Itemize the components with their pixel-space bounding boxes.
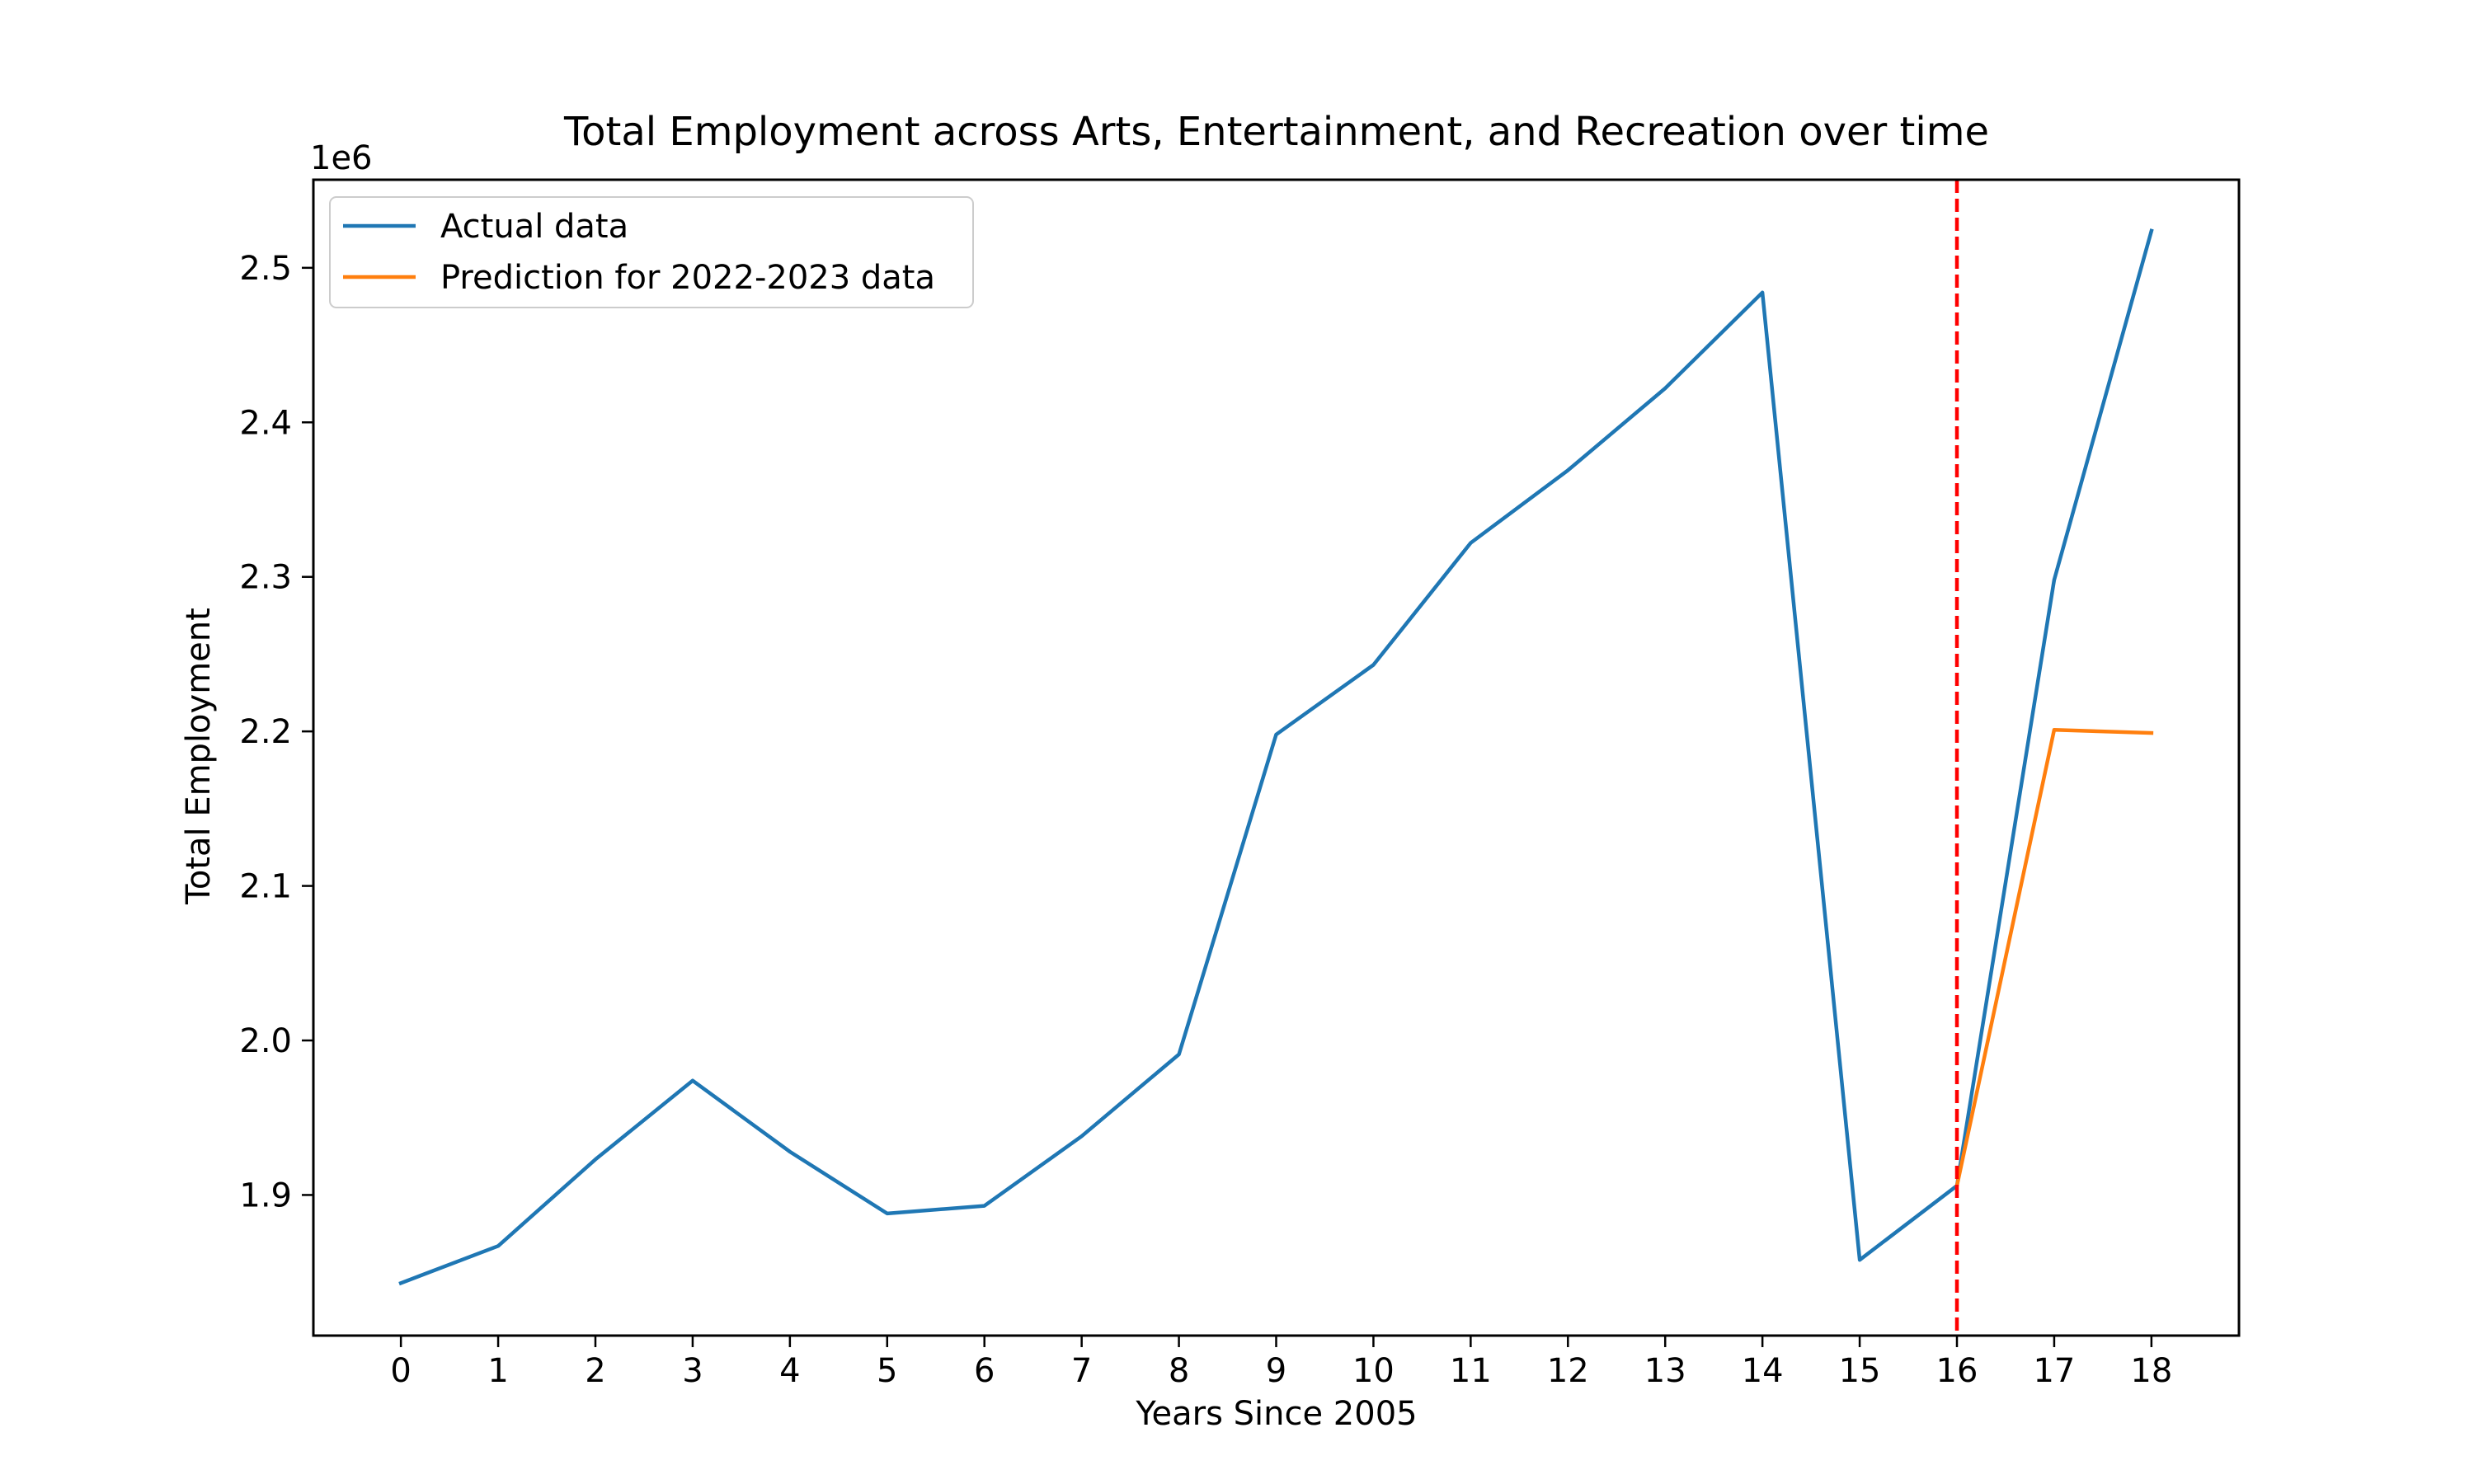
x-tick-label: 6 — [974, 1352, 995, 1390]
y-tick-label: 2.3 — [239, 559, 292, 597]
x-tick-label: 10 — [1352, 1352, 1395, 1390]
x-tick-label: 4 — [779, 1352, 800, 1390]
y-tick-label: 2.1 — [239, 868, 292, 906]
plot-frame — [312, 178, 2241, 1337]
x-tick-label: 9 — [1266, 1352, 1286, 1390]
plot-lines — [398, 180, 2154, 1336]
x-tick-label: 12 — [1547, 1352, 1589, 1390]
legend-label-prediction: Prediction for 2022-2023 data — [440, 259, 935, 297]
x-tick-label: 18 — [2130, 1352, 2172, 1390]
x-tick-label: 0 — [390, 1352, 411, 1390]
y-tick-label: 2.5 — [239, 250, 292, 288]
x-tick-label: 5 — [877, 1352, 897, 1390]
y-axis-label: Total Employment — [180, 608, 218, 905]
x-tick-label: 7 — [1071, 1352, 1092, 1390]
series-line-prediction — [1954, 728, 2154, 1188]
y-axis-offset-label: 1e6 — [310, 139, 373, 177]
x-tick-label: 3 — [682, 1352, 703, 1390]
y-axis-ticks: 1.9 2.0 2.1 2.2 2.3 2.4 2.5 — [239, 250, 313, 1214]
x-tick-label: 16 — [1936, 1352, 1978, 1390]
x-tick-label: 17 — [2033, 1352, 2075, 1390]
x-tick-label: 8 — [1169, 1352, 1189, 1390]
x-tick-label: 15 — [1839, 1352, 1881, 1390]
legend: Actual data Prediction for 2022-2023 dat… — [329, 196, 974, 308]
chart-title: Total Employment across Arts, Entertainm… — [563, 109, 1989, 155]
series-line-actual-data — [398, 228, 2154, 1286]
x-tick-label: 14 — [1742, 1352, 1784, 1390]
y-tick-label: 2.2 — [239, 713, 292, 751]
legend-box — [329, 196, 974, 308]
x-axis-ticks: 0 1 2 3 4 5 6 7 8 9 10 11 12 13 14 15 16 17 18 — [390, 1336, 2172, 1390]
x-tick-label: 1 — [487, 1352, 508, 1390]
x-axis-label: Years Since 2005 — [1135, 1395, 1417, 1433]
x-tick-label: 2 — [585, 1352, 605, 1390]
y-tick-label: 2.0 — [239, 1022, 292, 1060]
y-tick-label: 1.9 — [239, 1176, 292, 1214]
x-tick-label: 13 — [1644, 1352, 1686, 1390]
x-tick-label: 11 — [1450, 1352, 1492, 1390]
legend-label-actual-data: Actual data — [440, 208, 628, 246]
y-tick-label: 2.4 — [239, 404, 292, 442]
